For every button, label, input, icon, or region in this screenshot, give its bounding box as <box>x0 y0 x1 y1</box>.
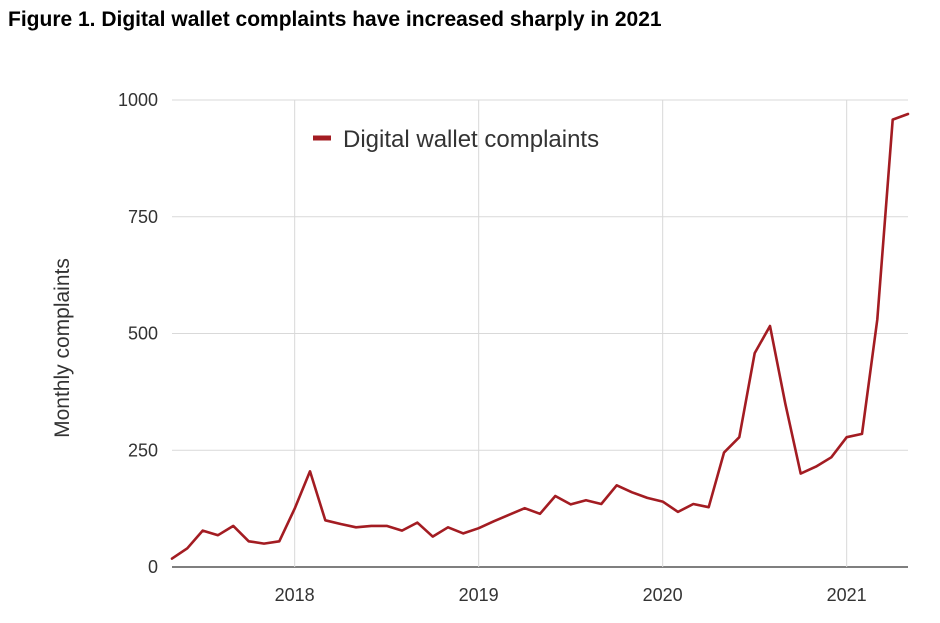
x-tick-label: 2019 <box>459 585 499 605</box>
legend: Digital wallet complaints <box>313 126 599 153</box>
y-tick-label: 250 <box>128 440 158 460</box>
y-tick-label: 0 <box>148 557 158 577</box>
series-group <box>170 112 910 560</box>
y-axis-ticks: 0 250 500 750 1000 <box>118 90 158 577</box>
grid <box>172 99 908 568</box>
x-tick-label: 2021 <box>827 585 867 605</box>
legend-label: Digital wallet complaints <box>343 126 599 153</box>
x-axis-ticks: 2018 2019 2020 2021 <box>275 585 867 605</box>
y-tick-label: 500 <box>128 324 158 344</box>
series-line-digital-wallet-complaints <box>170 112 910 560</box>
x-tick-label: 2018 <box>275 585 315 605</box>
x-tick-label: 2020 <box>643 585 683 605</box>
y-tick-label: 1000 <box>118 90 158 110</box>
y-axis-title: Monthly complaints <box>51 258 74 438</box>
y-tick-label: 750 <box>128 207 158 227</box>
chart-title: Figure 1. Digital wallet complaints have… <box>8 8 662 31</box>
